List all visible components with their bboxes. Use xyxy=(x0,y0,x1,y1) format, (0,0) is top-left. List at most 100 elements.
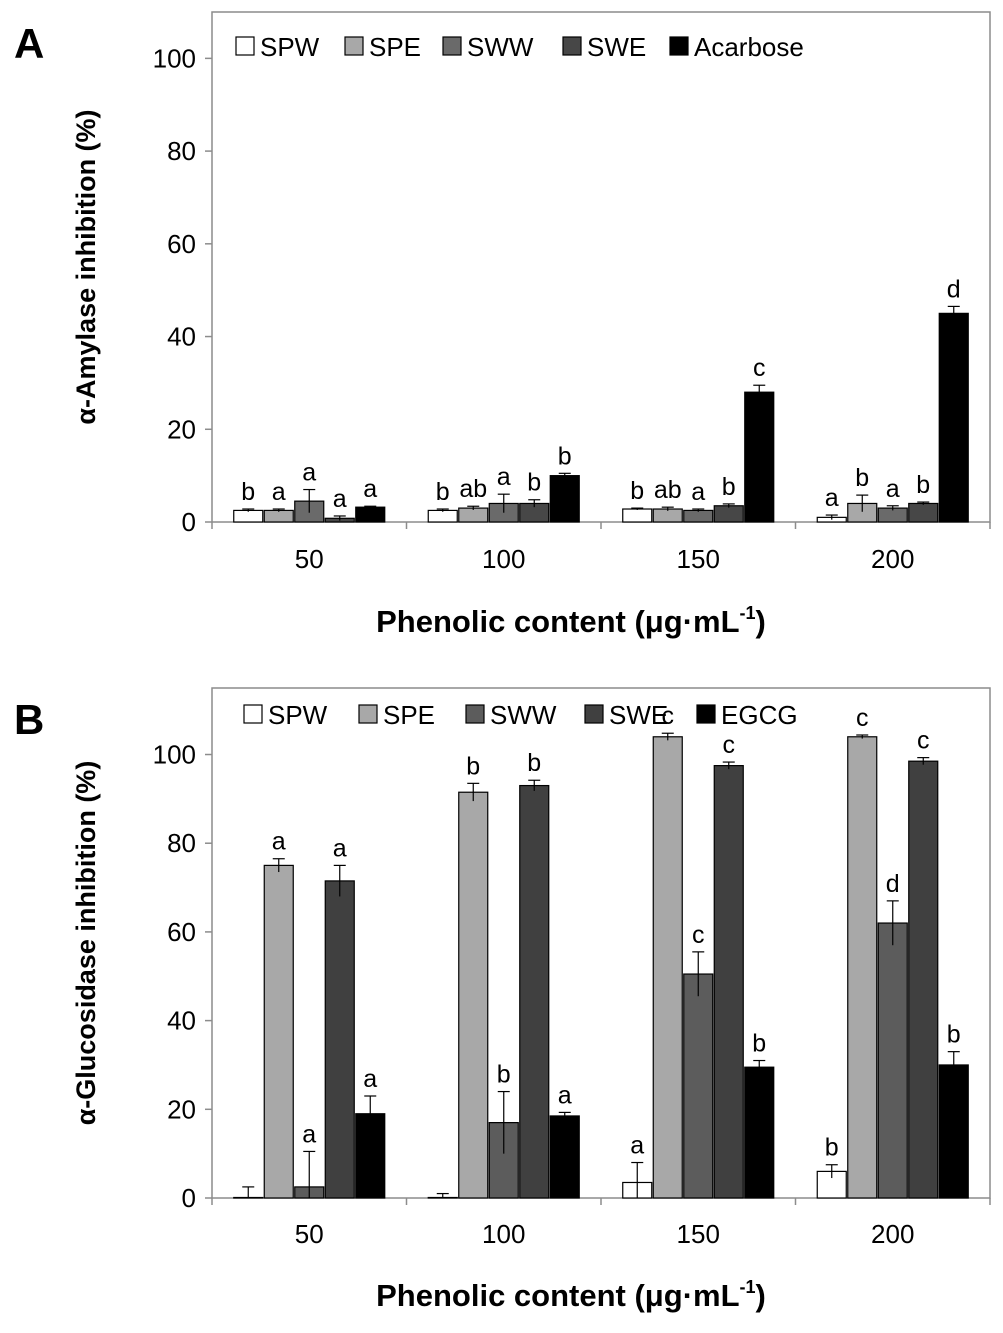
y-axis-title: α-Amylase inhibition (%) xyxy=(71,109,101,424)
significance-letter: a xyxy=(302,459,316,487)
significance-letter: a xyxy=(886,475,900,503)
significance-letter: d xyxy=(886,870,900,898)
y-tick-label: 100 xyxy=(153,43,196,73)
significance-letter: a xyxy=(691,478,705,506)
significance-letter: a xyxy=(363,1065,377,1093)
significance-letter: a xyxy=(302,1120,316,1148)
significance-letter: b xyxy=(436,478,450,506)
significance-letter: b xyxy=(241,478,255,506)
bar-egcg xyxy=(938,1064,969,1199)
bar-acarbose xyxy=(355,506,386,523)
significance-letter: b xyxy=(527,749,541,777)
bar-egcg xyxy=(744,1066,775,1199)
y-tick-label: 0 xyxy=(182,1183,196,1213)
panel-letter: B xyxy=(14,696,44,743)
significance-letter: b xyxy=(916,471,930,499)
bar-spe xyxy=(458,507,489,523)
significance-letter: b xyxy=(466,752,480,780)
bar-egcg xyxy=(549,1115,580,1199)
bar-swe xyxy=(908,502,939,523)
significance-letter: b xyxy=(527,469,541,497)
legend-swatch xyxy=(243,704,263,724)
significance-letter: a xyxy=(630,1132,644,1160)
legend-label: SWE xyxy=(587,32,646,62)
significance-letter: ab xyxy=(654,476,682,504)
significance-letter: a xyxy=(497,463,511,491)
bar-spe xyxy=(847,736,878,1199)
legend-label: SPW xyxy=(260,32,320,62)
significance-letter: c xyxy=(662,702,675,730)
significance-letter: a xyxy=(272,828,286,856)
x-tick-label: 200 xyxy=(871,544,914,574)
significance-letter: ab xyxy=(459,475,487,503)
bar-swe xyxy=(908,760,939,1199)
panel-b: B 0 20 40 60 80 100 α-Glucosidase inhibition (%… xyxy=(14,687,991,1313)
legend-label: SWE xyxy=(609,700,668,730)
significance-letter: a xyxy=(825,484,839,512)
significance-letter: a xyxy=(272,478,286,506)
significance-letter: b xyxy=(722,473,736,501)
bar-acarbose xyxy=(744,391,775,523)
bar-spe xyxy=(263,509,294,523)
significance-letter: d xyxy=(947,275,961,303)
legend-label: SPW xyxy=(268,700,328,730)
bar-spe xyxy=(263,864,294,1199)
y-tick-label: 60 xyxy=(167,917,196,947)
bar-sww xyxy=(683,509,714,523)
x-tick-label: 100 xyxy=(482,1219,525,1249)
legend-swatch xyxy=(344,36,364,56)
y-tick-label: 20 xyxy=(167,414,196,444)
panel-letter: A xyxy=(14,20,44,67)
y-tick-label: 80 xyxy=(167,828,196,858)
x-tick-label: 150 xyxy=(677,544,720,574)
bar-sww xyxy=(877,922,908,1199)
legend-swatch xyxy=(562,36,582,56)
significance-letter: b xyxy=(855,464,869,492)
legend-label: SWW xyxy=(467,32,534,62)
legend-swatch xyxy=(669,36,689,56)
x-tick-label: 50 xyxy=(295,1219,324,1249)
bar-spe xyxy=(652,736,683,1199)
bar-swe xyxy=(713,765,744,1199)
significance-letter: b xyxy=(825,1134,839,1162)
bar-spw xyxy=(233,509,264,523)
significance-letter: c xyxy=(753,354,766,382)
x-axis-title: Phenolic content (μg·mL-1) xyxy=(376,1277,766,1313)
bar-swe xyxy=(713,505,744,523)
y-tick-label: 20 xyxy=(167,1094,196,1124)
legend-label: SPE xyxy=(369,32,421,62)
x-tick-label: 100 xyxy=(482,544,525,574)
legend-swatch xyxy=(465,704,485,724)
x-axis-title: Phenolic content (μg·mL-1) xyxy=(376,603,766,639)
legend-swatch xyxy=(696,704,716,724)
bar-spw xyxy=(622,508,653,523)
significance-letter: b xyxy=(558,442,572,470)
y-axis-title: α-Glucosidase inhibition (%) xyxy=(71,761,101,1126)
significance-letter: b xyxy=(947,1021,961,1049)
bar-swe xyxy=(519,784,550,1199)
legend-swatch xyxy=(235,36,255,56)
bar-acarbose xyxy=(938,312,969,523)
bar-swe xyxy=(324,880,355,1199)
y-tick-label: 80 xyxy=(167,136,196,166)
x-tick-label: 150 xyxy=(677,1219,720,1249)
significance-letter: c xyxy=(692,921,705,949)
significance-letter: a xyxy=(333,834,347,862)
legend-swatch xyxy=(442,36,462,56)
significance-letter: a xyxy=(333,485,347,513)
significance-letter: a xyxy=(363,475,377,503)
significance-letter: b xyxy=(497,1061,511,1089)
bar-sww xyxy=(683,973,714,1199)
significance-letter: a xyxy=(558,1081,572,1109)
significance-letter: b xyxy=(630,477,644,505)
significance-letter: b xyxy=(752,1030,766,1058)
y-tick-label: 40 xyxy=(167,322,196,352)
x-tick-label: 50 xyxy=(295,544,324,574)
significance-letter: c xyxy=(856,704,869,732)
legend-swatch xyxy=(358,704,378,724)
panel-a: A 0 20 40 60 80 100 α-Amylase inhibition (%) 50 1… xyxy=(14,11,991,639)
y-tick-label: 0 xyxy=(182,507,196,537)
plot-frame xyxy=(211,11,991,523)
y-tick-label: 40 xyxy=(167,1006,196,1036)
